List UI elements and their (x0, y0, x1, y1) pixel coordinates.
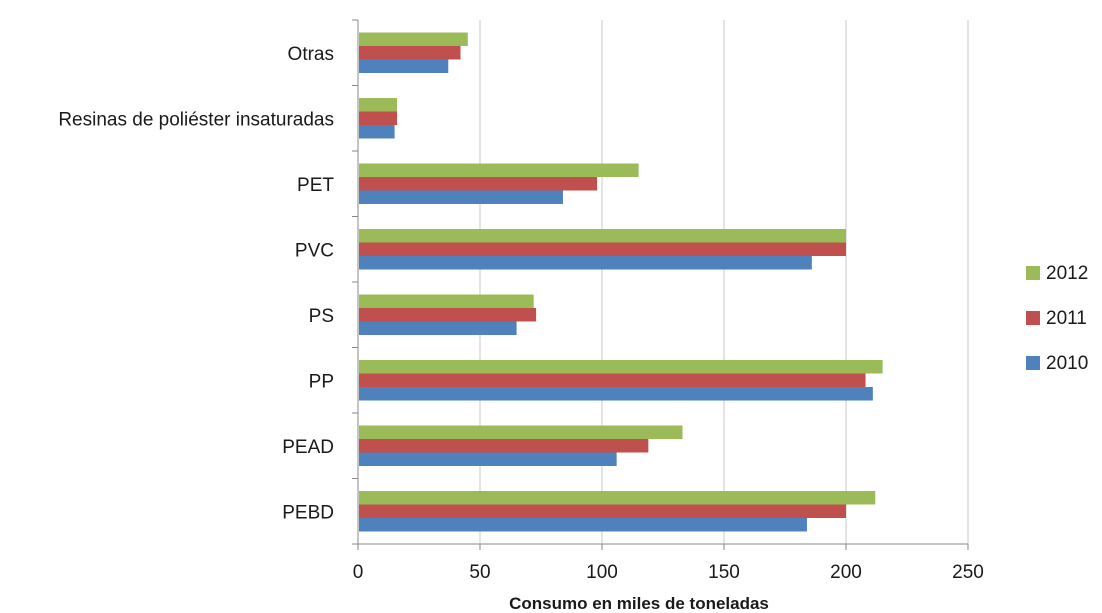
category-label: Resinas de poliéster insaturadas (58, 109, 334, 130)
legend-swatch-2011 (1026, 311, 1040, 325)
axes (352, 19, 969, 550)
bar-2011 (359, 46, 461, 60)
bar-2010 (359, 190, 563, 204)
bar-2010 (359, 452, 617, 466)
x-tick-label: 200 (830, 562, 862, 583)
bar-2010 (359, 387, 873, 401)
bar-2011 (359, 242, 846, 256)
category-label: PVC (295, 240, 334, 261)
bar-2012 (359, 32, 468, 46)
legend-label-2010: 2010 (1046, 353, 1088, 374)
bar-2012 (359, 491, 876, 505)
category-label: Otras (288, 44, 334, 65)
category-label: PEBD (282, 502, 334, 523)
bar-2011 (359, 373, 866, 387)
bar-2010 (359, 59, 449, 73)
x-tick-labels: 0 50 100 150 200 250 (353, 562, 984, 583)
bars (359, 32, 883, 532)
x-axis-title: Consumo en miles de toneladas (509, 594, 769, 613)
bar-2011 (359, 177, 598, 191)
bar-2011 (359, 439, 649, 453)
x-tick-label: 0 (353, 562, 364, 583)
legend-swatch-2012 (1026, 266, 1040, 280)
bar-2012 (359, 163, 639, 177)
x-tick-label: 50 (469, 562, 490, 583)
category-label: PP (309, 371, 334, 392)
category-label: PS (309, 306, 334, 327)
legend: 2012 2011 2010 (1026, 263, 1088, 374)
bar-2010 (359, 321, 517, 335)
bar-2012 (359, 229, 846, 243)
bar-2012 (359, 294, 534, 308)
bar-2012 (359, 98, 398, 112)
bar-2011 (359, 504, 846, 518)
bar-2010 (359, 518, 807, 532)
legend-label-2012: 2012 (1046, 263, 1088, 284)
bar-2010 (359, 125, 395, 139)
bar-2012 (359, 360, 883, 374)
bar-2011 (359, 111, 398, 125)
legend-swatch-2010 (1026, 356, 1040, 370)
category-labels: PEBD PEAD PP PS PVC PET Resinas de poliéster i… (58, 44, 334, 524)
legend-label-2011: 2011 (1046, 308, 1087, 329)
bar-2011 (359, 308, 537, 322)
x-tick-label: 150 (708, 562, 740, 583)
x-tick-label: 250 (952, 562, 984, 583)
bar-2012 (359, 425, 683, 439)
category-label: PEAD (282, 437, 334, 458)
category-label: PET (297, 175, 334, 196)
x-tick-label: 100 (586, 562, 618, 583)
bar-2010 (359, 256, 812, 270)
